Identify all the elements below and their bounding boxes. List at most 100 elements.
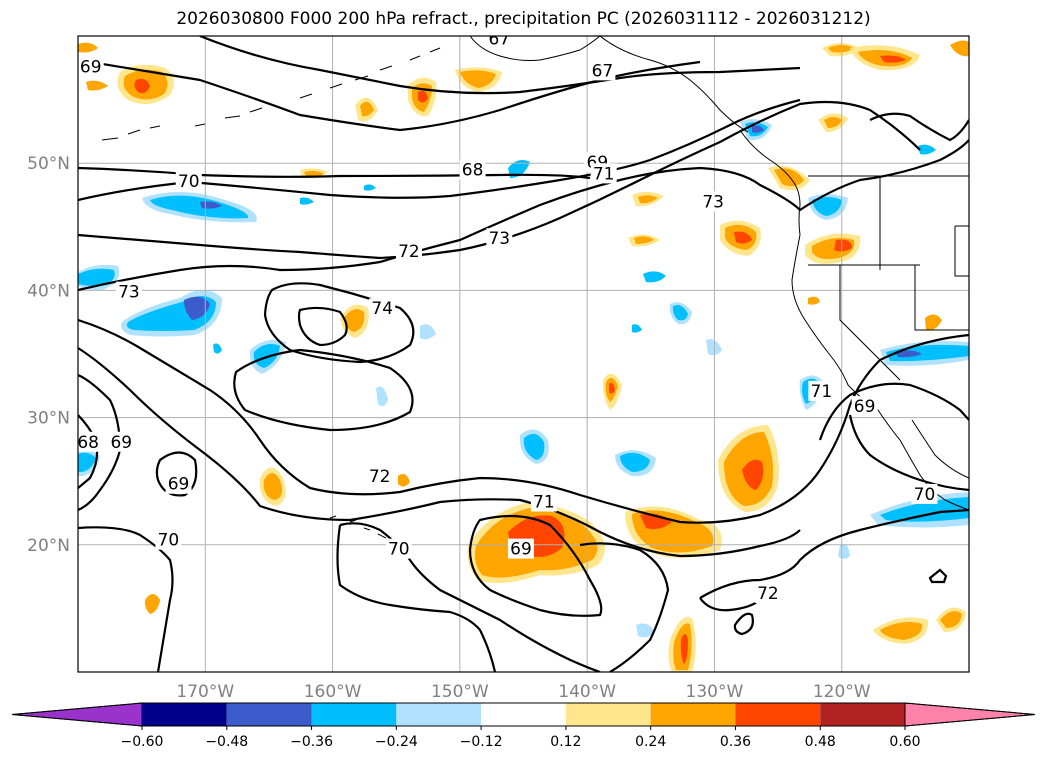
precip-negative-area [812, 197, 842, 216]
state-border [954, 225, 969, 277]
precip-negative-area [523, 433, 545, 460]
colorbar-tick-label: −0.48 [205, 734, 248, 750]
contour-label-background [165, 473, 192, 494]
contour-label-background [589, 60, 616, 81]
contour-label: 73 [118, 283, 140, 303]
colorbar-bin [650, 703, 736, 726]
precip-negative-area [838, 543, 850, 559]
colorbar-bin [311, 703, 397, 726]
precip-positive-area [680, 634, 688, 664]
contour-label-background [115, 281, 142, 302]
lon-tick-label: 140°W [558, 682, 616, 702]
lat-tick-label: 40°N [27, 281, 70, 301]
colorbar-tick-label: 0.60 [889, 734, 920, 750]
precip-negative-area [636, 623, 655, 638]
precip-positive-area [304, 170, 324, 177]
contour-label-background [395, 240, 422, 261]
state-border [914, 265, 969, 331]
precip-negative-area [620, 452, 650, 472]
lon-tick-label: 150°W [431, 682, 489, 702]
contour-line [78, 347, 801, 558]
contour-label: 72 [757, 584, 779, 604]
contour-label: 73 [702, 192, 724, 212]
latitude-labels: 20°N 30°N 40°N 50°N [27, 154, 70, 556]
precip-negative-area [508, 160, 530, 178]
colorbar-extend-max [904, 702, 1036, 727]
colorbar-bin [565, 703, 651, 726]
contour-label-background [175, 171, 202, 192]
hawaii-islands [329, 515, 406, 551]
colorbar-tick-label: −0.24 [375, 734, 418, 750]
precip-negative-area [184, 296, 210, 320]
colorbar-tick-label: 0.12 [550, 734, 581, 750]
contour-label: 67 [488, 30, 510, 50]
map-content[interactable]: 67 69 67 69 68 71 70 73 73 72 73 74 71 69 68 69 72 69 71 70… [75, 29, 969, 672]
colorbar-tick-label: −0.12 [460, 734, 503, 750]
contour-label: 70 [388, 540, 410, 560]
contour-label-background [369, 298, 396, 319]
contour-label-background [754, 583, 781, 604]
precip-positive-area [398, 474, 410, 487]
colorbar-tick-label: −0.36 [290, 734, 333, 750]
contour-label-background [155, 529, 182, 550]
colorbar-tick-label: 0.24 [635, 734, 666, 750]
precip-positive-area [263, 473, 282, 500]
precip-positive-area [940, 611, 962, 628]
longitude-labels: 170°W 160°W 150°W 140°W 130°W 120°W [176, 682, 870, 702]
contour-line [78, 100, 921, 260]
map-frame [77, 35, 970, 673]
lat-tick-label: 20°N [27, 536, 70, 556]
precip-positive-area [609, 382, 615, 394]
lat-tick-label: 30°N [27, 409, 70, 429]
contour-line [848, 414, 969, 492]
contour-line [339, 522, 601, 672]
colorbar-tick-label: −0.60 [121, 734, 164, 750]
precip-positive-area [78, 42, 98, 53]
contour-label-background [486, 228, 513, 249]
precip-positive-area [460, 70, 496, 88]
contour-line [78, 166, 591, 180]
precip-positive-area [86, 80, 108, 91]
contour-label-background [108, 431, 135, 452]
contour-label: 69 [80, 58, 102, 78]
contour-labels: 67 69 67 69 68 71 70 73 73 72 73 74 71 69 68 69 72 69 71 70… [78, 30, 938, 604]
contour-label: 71 [593, 164, 615, 184]
precip-negative-area [918, 144, 936, 155]
contour-label-background [385, 538, 412, 559]
contour-label-background [530, 491, 557, 512]
contour-label: 69 [854, 397, 876, 417]
contour-label-background [78, 56, 104, 77]
contour-label-background [78, 431, 102, 452]
contour-line [699, 508, 969, 599]
precip-positive-area [828, 45, 854, 53]
contour-label: 70 [158, 531, 180, 551]
gulf-of-california-coast [911, 419, 969, 479]
precip-negative-area [895, 350, 922, 358]
alaska-mainland-coast [469, 36, 601, 61]
contour-label: 71 [533, 493, 555, 513]
precip-positive-area [742, 459, 764, 490]
precip-negative-area [364, 184, 376, 191]
precip-positive-area [134, 78, 150, 94]
contour-line [869, 112, 969, 142]
precip-negative-area [672, 305, 688, 321]
contour-label-background [911, 483, 938, 504]
plot-title: 2026030800 F000 200 hPa refract., precip… [176, 9, 871, 29]
contour-line [336, 524, 497, 672]
contour-label: 74 [371, 299, 393, 319]
precip-positive-area [774, 168, 804, 187]
precipitation-shading [78, 40, 969, 672]
contour-label-background [507, 538, 534, 559]
precip-positive-area [144, 594, 160, 614]
canada-coastline [739, 129, 801, 236]
lon-tick-label: 120°W [813, 682, 871, 702]
lon-tick-label: 170°W [176, 682, 234, 702]
precip-positive-area [880, 622, 923, 640]
colorbar-bin [142, 703, 227, 726]
precip-negative-area [78, 268, 115, 286]
lat-tick-label: 50°N [27, 154, 70, 174]
contour-label: 69 [168, 475, 190, 495]
contour-label: 69 [110, 433, 132, 453]
precip-positive-area [638, 195, 658, 204]
